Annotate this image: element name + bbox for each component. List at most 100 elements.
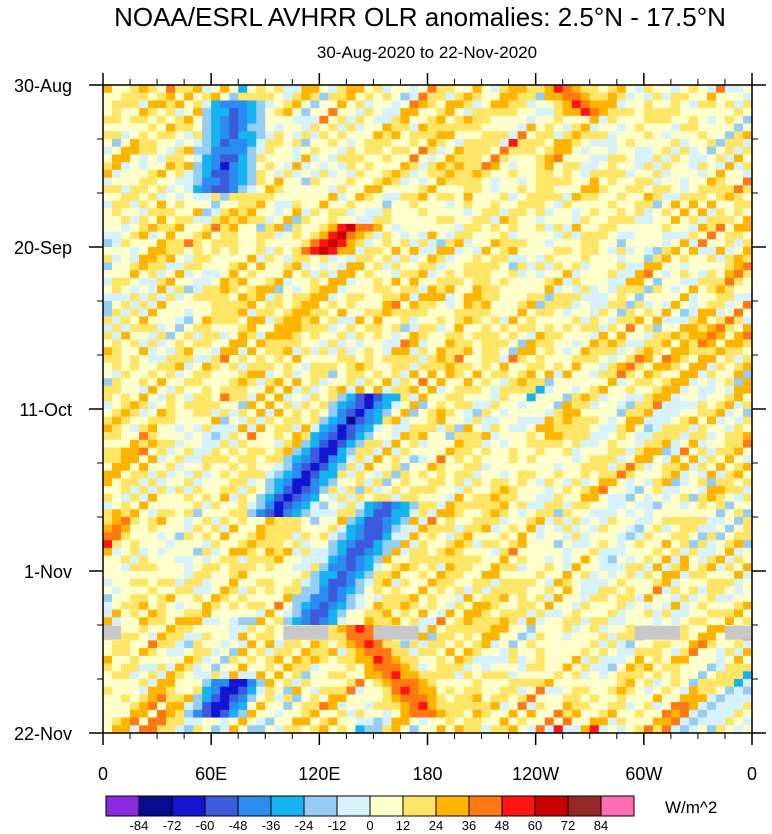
anomaly-cell (472, 208, 483, 217)
anomaly-cell (337, 154, 347, 163)
anomaly-cell (103, 609, 113, 618)
anomaly-cell (310, 586, 320, 595)
anomaly-cell (400, 339, 411, 348)
anomaly-cell (355, 247, 365, 256)
anomaly-cell (544, 331, 555, 341)
anomaly-cell (490, 547, 501, 557)
anomaly-cell (202, 416, 212, 426)
anomaly-cell (247, 362, 257, 372)
anomaly-cell (409, 216, 420, 225)
anomaly-cell (229, 262, 239, 271)
anomaly-cell (463, 432, 474, 441)
anomaly-cell (571, 594, 582, 603)
anomaly-cell (643, 463, 654, 472)
anomaly-cell (562, 409, 573, 418)
anomaly-cell (274, 108, 284, 117)
anomaly-cell (544, 108, 555, 117)
anomaly-cell (463, 185, 474, 194)
anomaly-cell (166, 601, 176, 611)
anomaly-cell (409, 532, 420, 541)
anomaly-cell (463, 586, 474, 595)
anomaly-cell (733, 586, 744, 595)
anomaly-cell (382, 493, 393, 503)
anomaly-cell (220, 123, 230, 132)
anomaly-cell (436, 162, 447, 171)
anomaly-cell (571, 601, 582, 611)
anomaly-cell (103, 378, 113, 387)
anomaly-cell (283, 92, 293, 102)
anomaly-cell (526, 362, 537, 372)
anomaly-cell (625, 131, 636, 140)
anomaly-cell (544, 200, 555, 210)
anomaly-cell (256, 308, 266, 318)
anomaly-cell (346, 463, 356, 472)
anomaly-cell (481, 308, 492, 318)
anomaly-cell (481, 324, 492, 333)
anomaly-cell (643, 524, 654, 534)
anomaly-cell (184, 239, 194, 248)
anomaly-cell (670, 108, 681, 117)
anomaly-cell (220, 416, 230, 426)
anomaly-cell (589, 416, 600, 426)
anomaly-cell (265, 92, 275, 102)
anomaly-cell (589, 254, 600, 264)
anomaly-cell (193, 316, 203, 325)
anomaly-cell (679, 131, 690, 140)
anomaly-cell (220, 100, 230, 109)
anomaly-cell (382, 131, 393, 140)
anomaly-cell (742, 609, 753, 618)
anomaly-cell (184, 123, 194, 132)
anomaly-cell (355, 601, 365, 611)
anomaly-cell (553, 601, 564, 611)
anomaly-cell (481, 146, 492, 156)
anomaly-cell (391, 185, 402, 194)
anomaly-cell (202, 277, 212, 287)
anomaly-cell (553, 177, 564, 186)
anomaly-cell (625, 139, 636, 148)
anomaly-cell (436, 424, 447, 433)
anomaly-cell (373, 177, 384, 186)
anomaly-cell (436, 362, 447, 372)
anomaly-cell (292, 424, 302, 433)
anomaly-cell (670, 439, 681, 449)
anomaly-cell (256, 301, 266, 310)
anomaly-cell (265, 555, 275, 564)
anomaly-cell (130, 463, 140, 472)
anomaly-cell (301, 92, 311, 102)
anomaly-cell (418, 115, 429, 125)
anomaly-cell (472, 540, 483, 549)
anomaly-cell (175, 432, 185, 441)
anomaly-cell (733, 293, 744, 302)
anomaly-cell (481, 239, 492, 248)
anomaly-cell (211, 470, 221, 480)
anomaly-cell (211, 308, 221, 318)
anomaly-cell (265, 347, 275, 356)
anomaly-cell (256, 339, 266, 348)
anomaly-cell (211, 185, 221, 194)
anomaly-cell (220, 455, 230, 464)
anomaly-cell (652, 100, 663, 109)
anomaly-cell (355, 193, 365, 202)
anomaly-cell (184, 193, 194, 202)
anomaly-cell (607, 470, 618, 480)
anomaly-cell (373, 362, 384, 372)
anomaly-cell (643, 439, 654, 449)
anomaly-cell (643, 478, 654, 487)
anomaly-cell (364, 208, 375, 217)
anomaly-cell (742, 185, 753, 194)
anomaly-cell (445, 339, 456, 348)
anomaly-cell (220, 401, 230, 410)
anomaly-cell (580, 355, 591, 364)
anomaly-cell (373, 162, 384, 171)
anomaly-cell (463, 547, 474, 557)
anomaly-cell (706, 447, 717, 456)
anomaly-cell (319, 262, 329, 271)
anomaly-cells (103, 85, 753, 734)
anomaly-cell (247, 501, 257, 510)
anomaly-cell (652, 362, 663, 372)
anomaly-cell (202, 594, 212, 603)
anomaly-cell (562, 355, 573, 364)
anomaly-cell (526, 601, 537, 611)
anomaly-cell (670, 478, 681, 487)
anomaly-cell (283, 517, 293, 526)
